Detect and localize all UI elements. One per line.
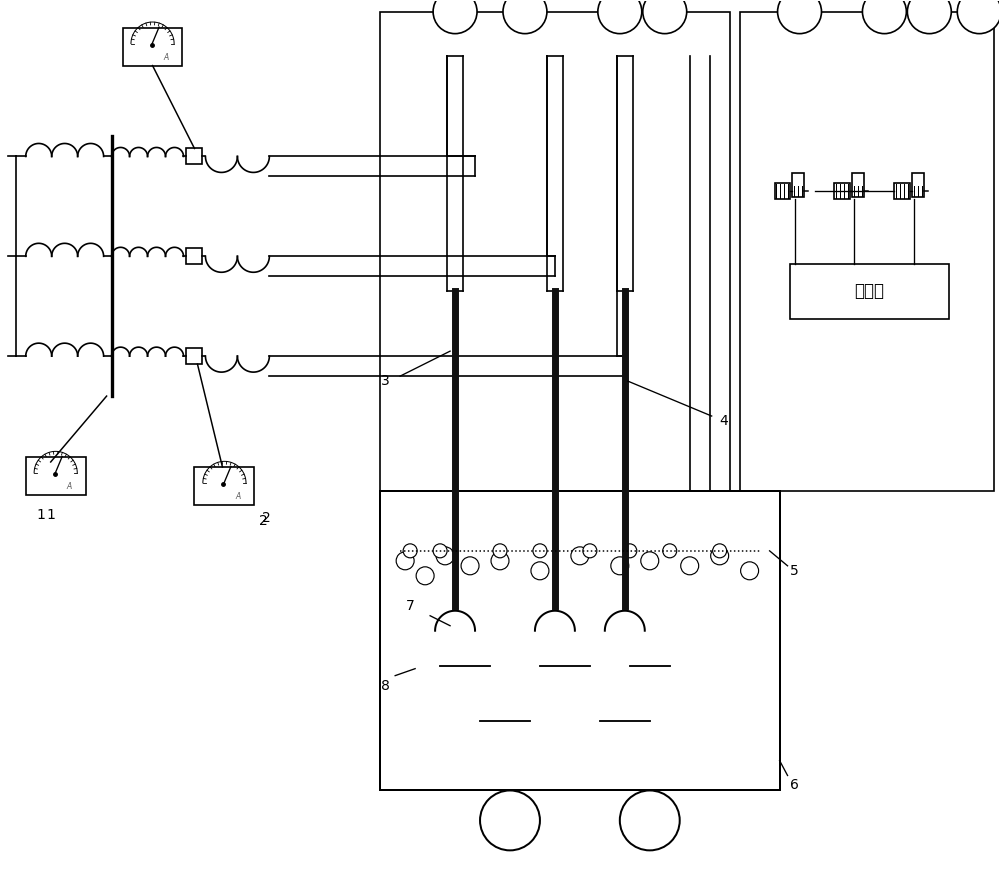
Bar <box>26 457 86 495</box>
Text: 操作台: 操作台 <box>854 282 884 300</box>
Text: 3: 3 <box>381 374 390 388</box>
Bar <box>380 12 730 491</box>
Circle shape <box>533 544 547 558</box>
Text: 5: 5 <box>790 564 798 577</box>
Bar <box>775 184 790 200</box>
Circle shape <box>623 544 637 558</box>
Circle shape <box>403 544 417 558</box>
Circle shape <box>480 790 540 850</box>
Circle shape <box>583 544 597 558</box>
Bar <box>834 184 850 200</box>
Circle shape <box>503 0 547 34</box>
Bar <box>380 491 780 790</box>
Text: A: A <box>164 53 169 62</box>
Bar <box>792 174 804 198</box>
Bar <box>186 249 202 265</box>
Text: A: A <box>67 482 72 492</box>
Bar <box>123 28 182 66</box>
Bar <box>740 12 994 491</box>
Circle shape <box>433 0 477 34</box>
Text: 2: 2 <box>262 511 271 525</box>
Text: A: A <box>236 493 241 502</box>
Text: 7: 7 <box>406 599 415 613</box>
Circle shape <box>433 544 447 558</box>
Bar <box>852 174 864 198</box>
Circle shape <box>778 0 821 34</box>
Circle shape <box>957 0 1000 34</box>
Bar <box>186 149 202 165</box>
Text: 1: 1 <box>46 508 55 522</box>
Circle shape <box>643 0 687 34</box>
Bar <box>194 467 254 505</box>
Bar <box>912 174 924 198</box>
Circle shape <box>862 0 906 34</box>
Bar <box>186 348 202 364</box>
Text: 8: 8 <box>381 679 390 692</box>
Circle shape <box>907 0 951 34</box>
Circle shape <box>493 544 507 558</box>
Text: 1: 1 <box>36 508 45 522</box>
Circle shape <box>620 790 680 850</box>
Circle shape <box>598 0 642 34</box>
Text: 4: 4 <box>720 414 728 428</box>
Bar <box>790 264 949 319</box>
Text: 2: 2 <box>259 514 268 527</box>
Circle shape <box>713 544 727 558</box>
Text: 6: 6 <box>790 779 798 792</box>
Bar <box>894 184 910 200</box>
Circle shape <box>663 544 677 558</box>
